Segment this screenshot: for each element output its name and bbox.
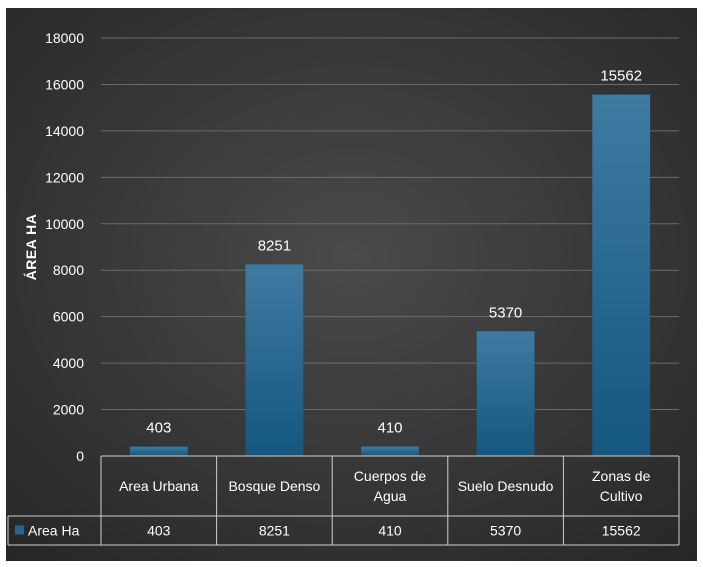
- bars: [129, 94, 651, 456]
- data-labels: 403 8251 410 5370 15562: [146, 68, 642, 437]
- y-tick-label: 16000: [45, 76, 84, 92]
- bar: [245, 264, 304, 456]
- y-tick-label: 2000: [53, 402, 84, 418]
- x-tick-label: Agua: [374, 488, 407, 504]
- y-tick-label: 8000: [53, 262, 84, 278]
- x-tick-label: Area Urbana: [119, 478, 199, 494]
- bar: [361, 446, 419, 456]
- bar-chart: 0 2000 4000 6000 8000 10000 12000 14000 16000 180…: [6, 8, 697, 561]
- data-table: Area Urbana Bosque Denso Cuerpos de Agua Sue…: [7, 455, 680, 546]
- y-tick-label: 14000: [45, 123, 84, 139]
- table-value: 5370: [490, 523, 521, 539]
- data-label: 403: [146, 420, 171, 437]
- x-tick-label: Suelo Desnudo: [458, 478, 554, 494]
- chart-background: [6, 8, 697, 561]
- y-tick-labels: 0 2000 4000 6000 8000 10000 12000 14000 16000 180…: [45, 30, 84, 464]
- data-label: 5370: [489, 304, 522, 321]
- table-value: 8251: [259, 523, 290, 539]
- gridlines: [101, 37, 679, 457]
- legend-swatch: [15, 525, 24, 535]
- y-tick-label: 6000: [53, 309, 84, 325]
- data-label: 8251: [258, 237, 291, 254]
- x-tick-label: Cuerpos de: [354, 468, 427, 484]
- table-value: 410: [378, 523, 402, 539]
- bar: [476, 331, 535, 456]
- table-value: 15562: [602, 523, 641, 539]
- chart-frame: 0 2000 4000 6000 8000 10000 12000 14000 16000 180…: [6, 8, 697, 561]
- y-axis-label: ÁREA HA: [23, 214, 39, 281]
- x-tick-label: Zonas de: [592, 468, 651, 484]
- x-tick-label: Cultivo: [600, 488, 643, 504]
- y-tick-label: 4000: [53, 355, 84, 371]
- y-tick-label: 10000: [45, 216, 84, 232]
- data-label: 15562: [600, 68, 642, 85]
- table-value: 403: [147, 523, 171, 539]
- bar: [129, 446, 188, 456]
- y-tick-label: 18000: [45, 30, 84, 46]
- x-tick-label: Bosque Denso: [228, 478, 320, 494]
- data-label: 410: [377, 419, 402, 436]
- legend-label: Area Ha: [28, 523, 80, 539]
- y-tick-label: 0: [76, 448, 84, 464]
- y-tick-label: 12000: [45, 169, 84, 185]
- bar: [592, 94, 651, 456]
